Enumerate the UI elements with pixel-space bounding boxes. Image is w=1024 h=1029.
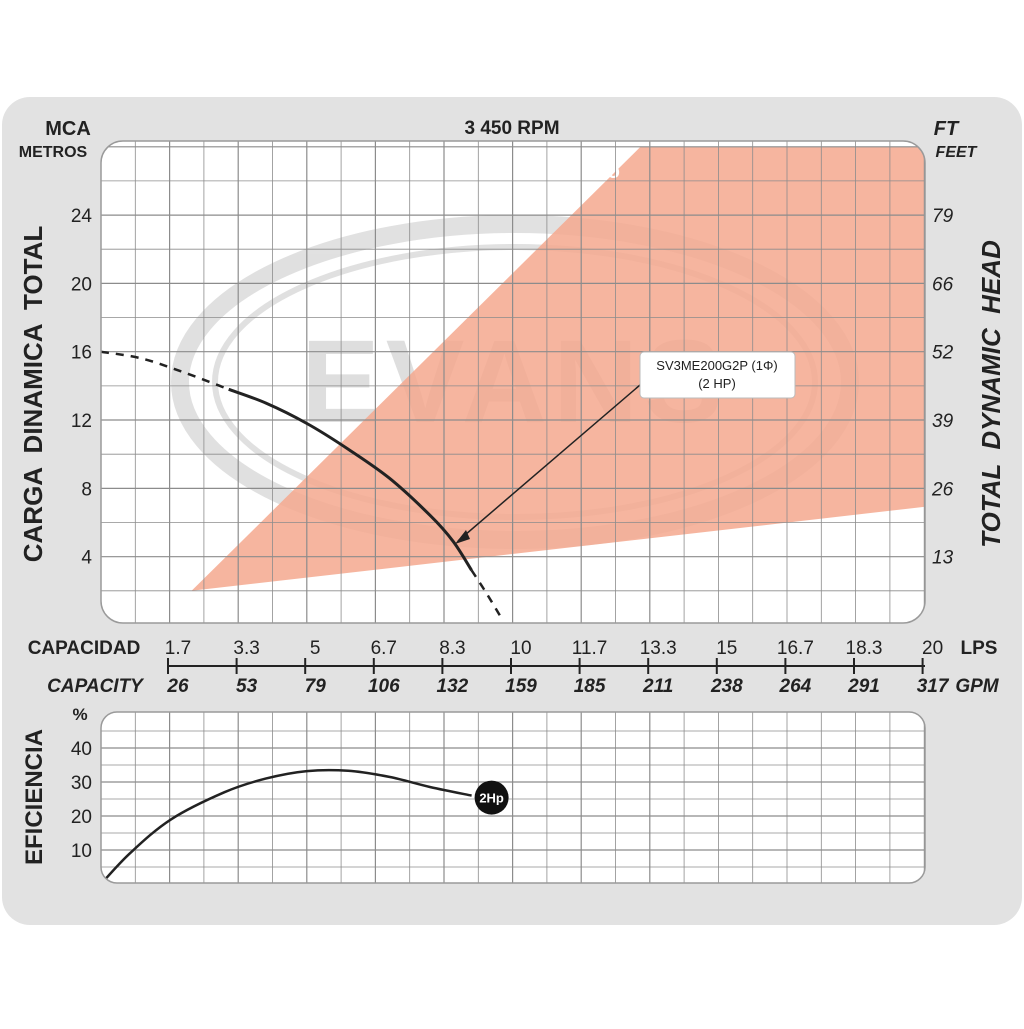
y-tick-label-feet: 26 [931,479,954,500]
x-tick-label-lps: 5 [310,638,321,659]
x-ticks: 1.7 26 3.3 53 5 79 6.7 106 8.3 132 10 159 11.7 185 13.… [165,638,950,697]
y-tick-label-feet: 66 [932,274,954,295]
x-tick-label-lps: 16.7 [777,638,814,659]
y-left-axis-title: CARGA DINAMICA TOTAL [18,226,48,563]
y-ticks-efficiency: 40 30 20 10 [71,739,92,862]
x-tick-label-gpm: 317 [917,676,950,697]
y-tick-label-metres: 20 [71,274,92,295]
y-tick-label-feet: 39 [932,411,954,432]
y-tick-label-efficiency: 30 [71,773,92,794]
x-tick-label-gpm: 211 [642,676,673,697]
x-tick-label-lps: 11.7 [572,638,608,659]
y-right-axis-title: TOTAL DYNAMIC HEAD [976,240,1006,548]
recommended-range-area [191,146,925,591]
efficiency-marker: 2Hp [474,780,509,815]
x-tick-label-gpm: 132 [437,676,469,697]
y-right-unit-2: FEET [936,144,978,161]
x-tick-label-gpm: 264 [779,676,812,697]
x-tick-label-lps: 3.3 [233,638,259,659]
y-tick-label-feet: 52 [932,343,954,364]
efficiency-axis-title: EFICIENCIA [21,729,48,865]
y-tick-label-metres: 24 [71,206,93,227]
x-tick-label-gpm: 291 [847,676,880,697]
y-tick-label-metres: 8 [81,479,92,500]
y-tick-label-efficiency: 40 [71,739,92,760]
x-tick-label-gpm: 79 [305,676,327,697]
y-tick-label-metres: 4 [81,548,92,569]
x-tick-label-lps: 8.3 [439,638,465,659]
x-unit-lps: LPS [961,638,998,659]
x-tick-label-gpm: 106 [368,676,400,697]
x-tick-label-lps: 18.3 [846,638,883,659]
y-left-unit-2: METROS [19,144,88,161]
efficiency-unit: % [72,705,87,724]
x-tick-label-lps: 13.3 [640,638,677,659]
x-tick-label-gpm: 26 [166,676,189,697]
y-tick-label-efficiency: 20 [71,807,92,828]
y-tick-label-efficiency: 10 [71,841,92,862]
x-label-capacity: CAPACITY [47,676,145,697]
chart-title: 3 450 RPM [464,118,559,139]
x-tick-label-gpm: 53 [236,676,258,697]
x-tick-label-gpm: 185 [574,676,606,697]
y-tick-label-feet: 13 [932,548,954,569]
x-tick-label-lps: 6.7 [371,638,397,659]
x-tick-label-gpm: 159 [505,676,537,697]
y-tick-label-metres: 16 [71,343,92,364]
model-callout: SV3ME200G2P (1Φ) (2 HP) [455,351,796,544]
head-plot-border [100,140,926,624]
x-unit-gpm: GPM [955,676,999,697]
efficiency-curve [101,768,472,883]
head-grid [101,141,925,623]
pump-curve-dashed-end [470,569,504,621]
model-power: (2 HP) [698,376,736,391]
y-tick-label-metres: 12 [71,411,92,432]
x-tick-label-lps: 15 [716,638,737,659]
x-label-capacidad: CAPACIDAD [28,638,141,659]
x-tick-label-gpm: 238 [710,676,743,697]
efficiency-plot-border [100,711,926,884]
pump-curve-solid [228,387,473,572]
y-right-unit: FT [934,118,960,140]
model-name: SV3ME200G2P (1Φ) [656,358,777,373]
y-tick-label-feet: 79 [932,206,954,227]
x-tick-label-lps: 20 [922,638,943,659]
efficiency-marker-label: 2Hp [479,791,504,806]
y-left-unit: MCA [45,118,91,140]
x-tick-label-lps: 1.7 [165,638,191,659]
y-ticks-head: 24 79 20 66 16 52 12 39 8 26 4 13 [71,206,954,569]
x-tick-label-lps: 10 [510,638,531,659]
pump-curve-dashed-start [101,350,230,391]
